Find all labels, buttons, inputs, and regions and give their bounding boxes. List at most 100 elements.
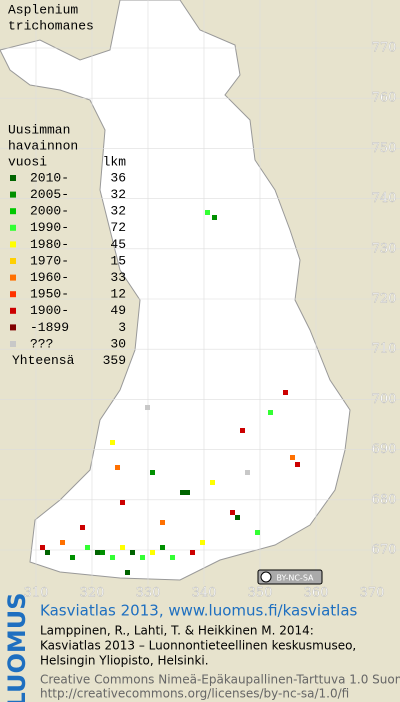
square [160,520,165,525]
northing-label: 710 [372,342,397,357]
brand: LUOMUS [3,593,31,702]
square [110,440,115,445]
legend-label: 1990- [30,220,69,235]
square [240,428,245,433]
legend-count: 32 [110,187,126,202]
legend-header: havainnon [8,138,78,153]
easting-label: 370 [360,586,385,601]
legend-label: ??? [30,336,53,351]
legend-total: 359 [103,353,126,368]
square [130,550,135,555]
legend-swatch [10,224,16,231]
legend-header: vuosi [8,154,47,169]
northing-label: 720 [372,292,397,307]
legend-label: 2000- [30,204,69,219]
square [145,405,150,410]
easting-label: 320 [80,586,105,601]
legend-label: 1950- [30,287,69,302]
legend-count-header: lkm [103,154,127,169]
square [210,480,215,485]
legend-label: 1980- [30,237,69,252]
square [150,470,155,475]
legend-label: 1970- [30,253,69,268]
square [60,540,65,545]
legend-count: 3 [118,320,126,335]
legend-count: 30 [110,336,126,351]
square [255,530,260,535]
easting-label: 360 [304,586,329,601]
occurrence-squares [40,210,300,575]
legend-swatch [10,258,16,264]
northing-label: 740 [372,191,397,206]
legend-swatch [10,291,16,298]
legend-count: 15 [110,253,126,268]
legend-header: Uusimman [8,122,70,137]
square [268,410,273,415]
square [100,550,105,555]
square [80,525,85,530]
square [245,470,250,475]
citation: Kasviatlas 2013 – Luonnontieteellinen ke… [40,639,356,653]
easting-label: 310 [24,586,49,601]
legend-count: 32 [110,204,126,219]
square [180,490,185,495]
northing-label: 670 [372,543,397,558]
easting-label: 340 [192,586,217,601]
license: Creative Commons Nimeä-Epäkaupallinen-Ta… [40,673,400,687]
legend-swatch [10,191,16,198]
square [212,215,217,220]
legend-label: 2010- [30,170,69,185]
northing-label: 680 [372,492,397,507]
square [70,555,75,560]
legend-swatch [10,307,16,314]
license-badge: BY-NC-SA [257,569,323,585]
northing-label: 690 [372,442,397,457]
square [95,550,100,555]
square [40,545,45,550]
footer-title: Kasviatlas 2013, www.luomus.fi/kasviatla… [40,602,358,620]
square [120,500,125,505]
legend-swatch [10,341,16,347]
square [120,545,125,550]
legend-label: 1960- [30,270,69,285]
legend: 2010- 36 2005- 32 2000- 32 1990- 72 1980- 45 1970-… [10,170,126,368]
legend-swatch [10,324,16,331]
square [125,570,130,575]
citation: Helsingin Yliopisto, Helsinki. [40,654,209,668]
square [45,550,50,555]
square [170,555,175,560]
legend-label: 2005- [30,187,69,202]
square [205,210,210,215]
legend-count: 36 [110,170,126,185]
northing-label: 730 [372,241,397,256]
easting-label: 350 [248,586,273,601]
square [235,515,240,520]
square [283,390,288,395]
legend-total-label: Yhteensä [12,353,75,368]
square [150,550,155,555]
easting-label: 330 [136,586,161,601]
legend-count: 45 [110,237,126,252]
square [185,490,190,495]
legend-count: 72 [110,220,126,235]
square [230,510,235,515]
square [110,555,115,560]
grid-lines [0,0,400,585]
legend-label: 1900- [30,303,69,318]
square [295,462,300,467]
legend-swatch [10,274,16,281]
square [200,540,205,545]
square [85,545,90,550]
northing-label: 770 [372,41,397,56]
northing-label: 700 [372,392,397,407]
license-badge-text: BY-NC-SA [276,574,314,583]
legend-label: -1899 [30,320,69,335]
square [115,465,120,470]
legend-count: 49 [110,303,126,318]
license: http://creativecommons.org/licenses/by-n… [40,687,349,701]
legend-count: 12 [110,287,126,302]
finland-outline [0,0,351,581]
northing-label: 760 [372,91,397,106]
legend-count: 33 [110,270,126,285]
